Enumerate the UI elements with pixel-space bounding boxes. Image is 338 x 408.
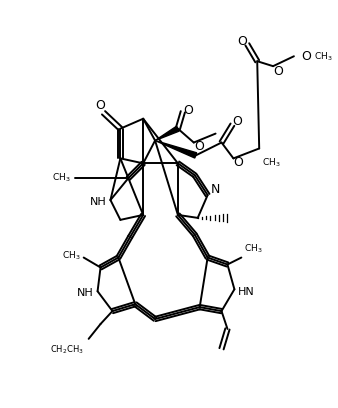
Text: CH$_3$: CH$_3$ (52, 172, 71, 184)
Text: O: O (183, 104, 193, 117)
Text: O: O (96, 99, 105, 112)
Text: NH: NH (90, 197, 107, 207)
Text: NH: NH (77, 288, 94, 298)
Text: CH$_3$: CH$_3$ (262, 156, 281, 169)
Text: O: O (301, 50, 311, 63)
Polygon shape (155, 126, 179, 140)
Text: O: O (194, 140, 204, 153)
Text: O: O (233, 115, 242, 128)
Text: O: O (237, 35, 247, 48)
Text: CH$_2$CH$_3$: CH$_2$CH$_3$ (50, 344, 84, 356)
Text: HN: HN (238, 287, 255, 297)
Text: CH$_3$: CH$_3$ (62, 249, 81, 262)
Text: N: N (211, 183, 220, 195)
Text: O: O (273, 64, 283, 78)
Text: CH$_3$: CH$_3$ (314, 50, 332, 62)
Text: O: O (234, 156, 243, 169)
Polygon shape (155, 140, 197, 158)
Text: CH$_3$: CH$_3$ (244, 242, 263, 255)
